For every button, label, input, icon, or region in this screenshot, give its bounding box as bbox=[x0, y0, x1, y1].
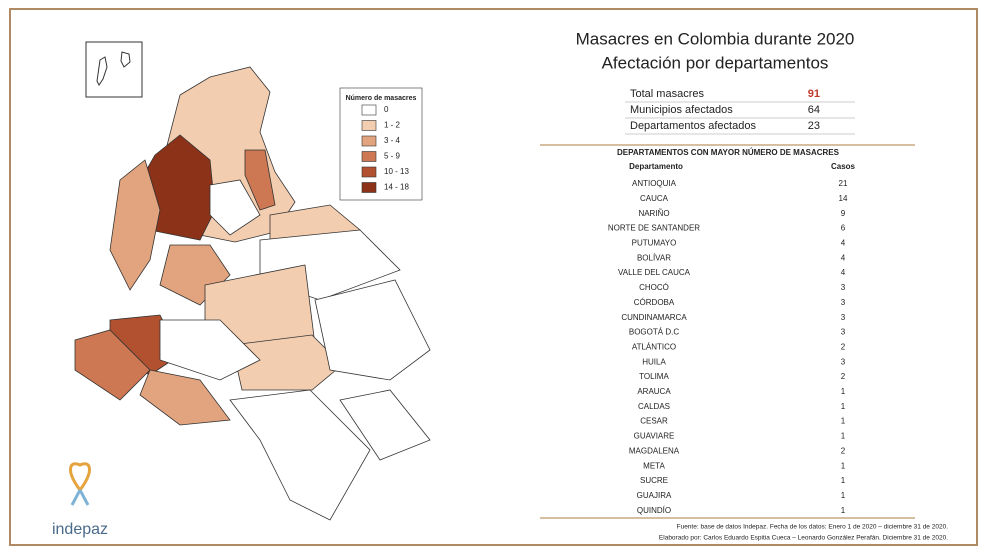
source: Fuente: base de datos Indepaz. Fecha de … bbox=[677, 524, 949, 531]
cases: 3 bbox=[841, 298, 846, 307]
legend-swatch bbox=[361, 151, 377, 162]
legend-swatch bbox=[361, 182, 377, 193]
department: BOLÍVAR bbox=[637, 253, 671, 262]
column-header: Departamento bbox=[629, 162, 683, 171]
logo-ribbon bbox=[69, 462, 91, 493]
department: ATLÁNTICO bbox=[632, 342, 676, 351]
summary-label: Total masacres bbox=[630, 88, 704, 100]
department: ANTIOQUIA bbox=[632, 179, 677, 188]
legend-label: 0 bbox=[384, 105, 389, 114]
cases: 4 bbox=[841, 268, 846, 277]
cases: 3 bbox=[841, 283, 846, 292]
cases: 2 bbox=[841, 372, 846, 381]
legend-label: 14 - 18 bbox=[384, 183, 409, 192]
legend-label: 10 - 13 bbox=[384, 167, 409, 176]
department: META bbox=[643, 461, 665, 470]
cases: 14 bbox=[839, 194, 848, 203]
cases: 2 bbox=[841, 342, 846, 351]
cases: 21 bbox=[839, 179, 848, 188]
legend-swatch bbox=[361, 135, 377, 147]
cases: 2 bbox=[841, 446, 846, 455]
department: MAGDALENA bbox=[629, 446, 680, 455]
cases: 1 bbox=[841, 476, 846, 485]
source: Elaborado por: Carlos Eduardo Espitia Cu… bbox=[659, 535, 948, 542]
cases: 4 bbox=[841, 253, 846, 262]
frame bbox=[9, 8, 978, 546]
map bbox=[74, 66, 431, 521]
summary-label: Municipios afectados bbox=[630, 104, 733, 116]
region bbox=[314, 279, 431, 381]
summary-value: 64 bbox=[808, 104, 820, 116]
department: CALDAS bbox=[638, 402, 670, 411]
department: SUCRE bbox=[640, 476, 668, 485]
department: ARAUCA bbox=[637, 387, 671, 396]
region bbox=[74, 329, 151, 401]
legend-title: Número de masacres bbox=[346, 95, 417, 102]
legend-label: 1 - 2 bbox=[384, 121, 401, 130]
cases: 1 bbox=[841, 432, 846, 441]
department: NORTE DE SANTANDER bbox=[608, 224, 700, 233]
department: TOLIMA bbox=[639, 372, 669, 381]
legend-label: 5 - 9 bbox=[384, 152, 401, 161]
department: QUINDÍO bbox=[637, 506, 671, 515]
legend-swatch bbox=[361, 120, 377, 131]
region bbox=[109, 159, 161, 291]
summary-label: Departamentos afectados bbox=[630, 120, 756, 132]
cases: 3 bbox=[841, 328, 846, 337]
title: Masacres en Colombia durante 2020 bbox=[576, 29, 855, 48]
islands bbox=[96, 51, 131, 86]
department: VALLE DEL CAUCA bbox=[618, 268, 691, 277]
legend-label: 3 - 4 bbox=[384, 136, 401, 145]
cases: 1 bbox=[841, 387, 846, 396]
department: PUTUMAYO bbox=[632, 239, 677, 248]
region bbox=[231, 334, 343, 391]
region bbox=[244, 149, 276, 211]
legend-swatch bbox=[361, 166, 377, 178]
department: CAUCA bbox=[640, 194, 669, 203]
cases: 1 bbox=[841, 417, 846, 426]
department: NARIÑO bbox=[638, 209, 669, 218]
region bbox=[139, 369, 231, 426]
department: GUAVIARE bbox=[634, 432, 675, 441]
inset-box bbox=[85, 41, 143, 98]
summary-value: 23 bbox=[808, 120, 820, 132]
logo-text: indepaz bbox=[52, 521, 108, 538]
cases: 1 bbox=[841, 461, 846, 470]
logo-ribbon bbox=[70, 489, 90, 506]
cases: 3 bbox=[841, 313, 846, 322]
table-title: DEPARTAMENTOS CON MAYOR NÚMERO DE MASACR… bbox=[617, 148, 840, 157]
cases: 1 bbox=[841, 491, 846, 500]
department: CÓRDOBA bbox=[634, 298, 675, 307]
department: GUAJIRA bbox=[637, 491, 672, 500]
cases: 1 bbox=[841, 506, 846, 515]
department: BOGOTÁ D.C bbox=[629, 328, 679, 337]
cases: 1 bbox=[841, 402, 846, 411]
legend-swatch bbox=[361, 104, 377, 116]
region bbox=[339, 389, 431, 461]
region bbox=[159, 319, 261, 381]
region bbox=[229, 389, 371, 521]
summary-value: 91 bbox=[808, 88, 820, 100]
cases: 4 bbox=[841, 239, 846, 248]
legend-box bbox=[339, 87, 423, 201]
subtitle: Afectación por departamentos bbox=[602, 53, 829, 72]
region bbox=[209, 179, 261, 236]
department: CHOCÓ bbox=[639, 283, 669, 292]
column-header: Casos bbox=[831, 162, 856, 171]
cases: 9 bbox=[841, 209, 846, 218]
cases: 6 bbox=[841, 224, 846, 233]
cases: 3 bbox=[841, 357, 846, 366]
department: CUNDINAMARCA bbox=[621, 313, 687, 322]
department: HUILA bbox=[642, 357, 666, 366]
department: CESAR bbox=[640, 417, 668, 426]
